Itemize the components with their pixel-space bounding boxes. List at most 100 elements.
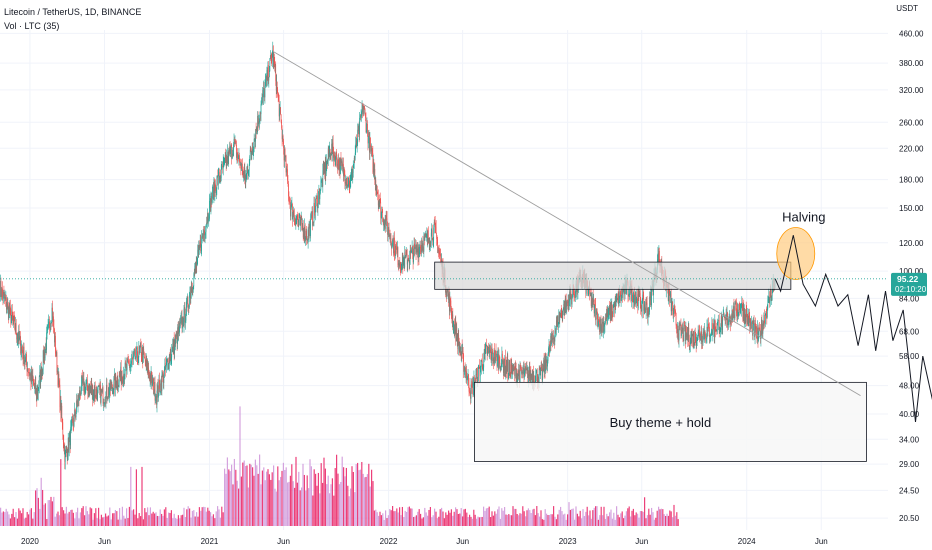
candle-body	[97, 387, 98, 401]
time-axis[interactable]: 2020 Jun 2021 Jun 2022 Jun 2023 Jun 2024 Jun	[21, 537, 828, 546]
candle-body	[163, 377, 165, 383]
candle-body	[364, 106, 365, 110]
candle-body	[435, 226, 437, 234]
candle-body	[672, 310, 674, 315]
candle-body	[133, 356, 134, 359]
candle-body	[199, 241, 201, 248]
volume-bar	[403, 516, 405, 526]
volume-bar	[453, 511, 455, 526]
candle-body	[315, 205, 316, 213]
candle-body	[12, 316, 14, 319]
candle-body	[735, 303, 736, 304]
candle-body	[239, 161, 241, 166]
volume-bar	[652, 512, 654, 526]
volume-bar	[117, 519, 119, 526]
candle-body	[278, 100, 280, 117]
candle-body	[513, 368, 515, 370]
candle-body	[270, 56, 272, 58]
buy-zone-box[interactable]	[474, 381, 867, 462]
candle-body	[116, 378, 118, 387]
volume-bar	[57, 511, 59, 526]
candle-body	[58, 373, 59, 386]
candle-body	[632, 293, 633, 302]
volume-bar	[112, 513, 114, 526]
candle-body	[123, 373, 124, 383]
candle-body	[77, 404, 78, 407]
candle-body	[477, 366, 479, 381]
volume-bar	[187, 506, 189, 526]
candle-body	[500, 367, 502, 371]
volume-bar	[358, 470, 360, 526]
volume-bar	[190, 517, 192, 526]
candle-body	[18, 330, 20, 340]
candle-body	[673, 307, 674, 315]
halving-circle[interactable]	[776, 227, 816, 280]
candle-body	[244, 176, 246, 184]
price-axis[interactable]: 460.00380.00320.00260.00220.00180.00150.…	[899, 29, 924, 523]
candle-body	[142, 348, 144, 363]
volume-bar	[126, 508, 128, 526]
candle-body	[162, 372, 164, 378]
resistance-zone-box[interactable]	[434, 261, 792, 290]
candle-body	[628, 294, 629, 296]
candle-body	[558, 312, 560, 325]
candle-body	[714, 321, 716, 336]
volume-bar	[61, 507, 63, 526]
descending-trendline[interactable]	[272, 50, 861, 397]
candle-body	[341, 160, 343, 166]
candle-body	[704, 330, 706, 335]
volume-bar	[386, 518, 388, 526]
candle-body	[762, 322, 764, 334]
candle-body	[164, 363, 166, 370]
candle-body	[266, 70, 268, 80]
candle-body	[638, 290, 640, 295]
candle-body	[698, 331, 700, 333]
candle-body	[366, 129, 367, 133]
symbol-title[interactable]: Litecoin / TetherUS, 1D, BINANCE	[4, 7, 142, 17]
candle-body	[441, 259, 442, 262]
volume-bar	[316, 485, 318, 526]
candle-body	[693, 342, 695, 344]
volume-bar	[491, 511, 493, 526]
volume-bar	[337, 473, 339, 526]
volume-bar	[495, 513, 497, 526]
candle-body	[532, 372, 534, 384]
candle-body	[336, 160, 338, 166]
candle-body	[678, 337, 679, 341]
volume-bar	[245, 466, 247, 526]
candle-body	[433, 227, 435, 241]
candle-body	[725, 317, 726, 319]
volume-bar	[520, 513, 522, 526]
volume-bar	[362, 473, 364, 526]
candle-body	[480, 367, 482, 368]
candle-body	[53, 326, 55, 329]
candle-body	[207, 213, 209, 221]
volume-bar	[603, 506, 605, 526]
volume-bar	[252, 467, 254, 526]
candle-body	[292, 204, 293, 219]
candle-body	[643, 295, 645, 311]
candle-body	[73, 424, 74, 426]
volume-bar	[46, 519, 48, 526]
volume-bar	[478, 517, 480, 526]
candle-body	[451, 310, 452, 316]
volume-bar	[135, 469, 137, 526]
candle-body	[219, 176, 221, 181]
projection-path[interactable]	[774, 217, 932, 423]
volume-bar	[336, 454, 338, 526]
candle-body	[297, 219, 299, 220]
volume-indicator-label[interactable]: Vol · LTC (35)	[4, 21, 60, 31]
price-tick-label: 220.00	[899, 144, 924, 153]
volume-bar	[103, 516, 105, 526]
candle-body	[678, 322, 680, 341]
candle-body	[690, 334, 692, 340]
candle-body	[407, 258, 409, 260]
candle-body	[274, 64, 276, 68]
price-tick-label: 100.00	[899, 267, 924, 276]
candle-body	[737, 309, 738, 316]
candle-body	[429, 243, 431, 246]
candle-body	[742, 305, 744, 319]
volume-bar	[211, 516, 213, 526]
candle-body	[24, 359, 26, 362]
